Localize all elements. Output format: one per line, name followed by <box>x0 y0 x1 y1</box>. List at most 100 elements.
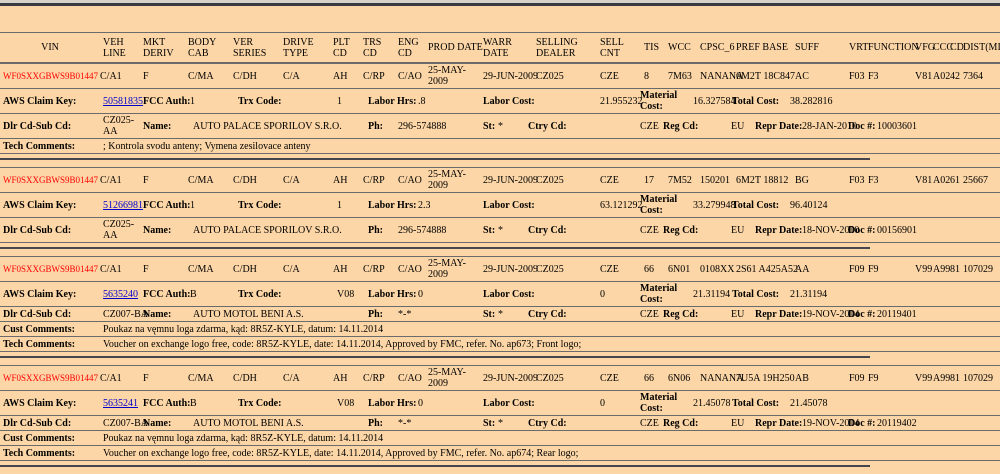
vfg-value: V99 <box>915 263 933 275</box>
cpsc-6-value: 150201 <box>700 174 730 186</box>
doc-num-label: Doc #: <box>848 120 876 132</box>
material-cost-value: 16.327584 <box>693 95 736 107</box>
reg-cd-value: EU <box>731 417 745 429</box>
total-cost-value: 21.31194 <box>790 288 828 300</box>
ph-value: 296-574888 <box>398 120 447 132</box>
reg-cd-value: EU <box>731 120 745 132</box>
repr-date-label: Repr Date: <box>755 308 803 320</box>
aws-claim-key-link[interactable]: 51266981 <box>103 199 143 211</box>
tech-comments-row: Tech Comments: Voucher on exchange logo … <box>0 337 1000 352</box>
selling-dealer-value: CZ025 <box>536 372 564 384</box>
eng-cd-value: C/AO <box>398 174 422 186</box>
claim-summary-row: AWS Claim Key: 5635240 FCC Auth: B Trx C… <box>0 282 1000 307</box>
reg-cd-value: EU <box>731 224 745 236</box>
aws-claim-key-link[interactable]: 5635241 <box>103 397 138 409</box>
doc-num-label: Doc #: <box>848 417 876 429</box>
suff-value: AC <box>795 70 809 82</box>
veh-line-value: C/A1 <box>100 70 122 82</box>
body-cab-value: C/MA <box>188 263 214 275</box>
top-strip <box>0 0 1000 3</box>
column-header-ver-series: VER SERIES <box>233 36 267 59</box>
aws-claim-key-link[interactable]: 5635240 <box>103 288 138 300</box>
ccc-value: A99 <box>933 263 951 275</box>
warr-date-value: 29-JUN-2009 <box>483 263 538 275</box>
claim-record-block-4: WF0SXXGBWS9B01447 C/A1 F C/MA C/DH C/A A… <box>0 365 1000 461</box>
doc-num-value: 20119401 <box>877 308 917 320</box>
vin-value: WF0SXXGBWS9B01447 <box>3 70 99 81</box>
pref-base-value: 6M2T 18C847 <box>736 70 795 82</box>
dlr-cd-sub-cd-value: CZ025-AA <box>103 115 135 137</box>
function-value: F9 <box>868 263 879 275</box>
reg-cd-label: Reg Cd: <box>663 308 699 320</box>
sell-cnt-value: CZE <box>600 263 619 275</box>
doc-num-value: 00156901 <box>877 224 917 236</box>
drive-type-value: C/A <box>283 263 300 275</box>
suff-value: AB <box>795 372 809 384</box>
column-header-drive-type: DRIVE TYPE <box>283 36 314 59</box>
vehicle-data-row: WF0SXXGBWS9B01447 C/A1 F C/MA C/DH C/A A… <box>0 64 1000 89</box>
aws-claim-key-link[interactable]: 50581835 <box>103 95 143 107</box>
column-header-eng-cd: ENG CD <box>398 36 419 59</box>
claim-summary-row: AWS Claim Key: 5635241 FCC Auth: B Trx C… <box>0 391 1000 416</box>
tech-comments-value: ; Kontrola svodu anteny; Vymena zesilova… <box>103 140 311 152</box>
prod-date-value: 25-MAY-2009 <box>428 65 466 87</box>
total-cost-label: Total Cost: <box>732 199 780 211</box>
mkt-deriv-value: F <box>143 70 149 82</box>
dealer-name-value: AUTO PALACE SPORILOV S.R.O. <box>193 120 342 132</box>
material-cost-label: Material Cost: <box>640 392 678 414</box>
vin-value: WF0SXXGBWS9B01447 <box>3 263 99 274</box>
column-header-dist-mi: DIST(MI <box>963 42 1000 53</box>
top-rule <box>0 3 1000 6</box>
veh-line-value: C/A1 <box>100 174 122 186</box>
drive-type-value: C/A <box>283 70 300 82</box>
fcc-auth-label: FCC Auth: <box>143 95 191 107</box>
doc-num-label: Doc #: <box>848 308 876 320</box>
trx-code-value: 1 <box>337 199 342 211</box>
tech-comments-row: Tech Comments: ; Kontrola svodu anteny; … <box>0 139 1000 154</box>
doc-num-value: 10003601 <box>877 120 917 132</box>
total-cost-value: 21.45078 <box>790 397 828 409</box>
reg-cd-label: Reg Cd: <box>663 120 699 132</box>
ctry-cd-label: Ctry Cd: <box>528 308 567 320</box>
tech-comments-row: Tech Comments: Voucher on exchange logo … <box>0 446 1000 461</box>
labor-cost-label: Labor Cost: <box>483 288 535 300</box>
wcc-value: 7M52 <box>668 174 692 186</box>
mkt-deriv-value: F <box>143 372 149 384</box>
tech-comments-value: Voucher on exchange logo free, code: 8R5… <box>103 447 579 459</box>
total-cost-value: 96.40124 <box>790 199 828 211</box>
suff-value: AA <box>795 263 810 275</box>
veh-line-value: C/A1 <box>100 372 122 384</box>
aws-claim-key-label: AWS Claim Key: <box>3 288 77 300</box>
material-cost-label: Material Cost: <box>640 194 678 216</box>
repr-date-label: Repr Date: <box>755 417 803 429</box>
name-label: Name: <box>143 417 172 429</box>
cd-value: 81 <box>950 372 960 384</box>
dealer-row: Dlr Cd-Sub Cd: CZ025-AA Name: AUTO PALAC… <box>0 218 1000 243</box>
ver-series-value: C/DH <box>233 372 257 384</box>
function-value: F3 <box>868 70 879 82</box>
labor-hrs-value: 0 <box>418 397 423 409</box>
labor-hrs-value: .8 <box>418 95 426 107</box>
cpsc-6-value: NANANA <box>700 70 744 82</box>
column-header-cd: CD <box>950 42 964 53</box>
tech-comments-label: Tech Comments: <box>3 447 76 459</box>
labor-cost-value: 63.121292 <box>600 199 643 211</box>
plt-cd-value: AH <box>333 263 348 275</box>
fcc-auth-value: 1 <box>190 199 195 211</box>
veh-line-value: C/A1 <box>100 263 122 275</box>
column-header-prod-date: PROD DATE <box>428 42 483 53</box>
tis-value: 66 <box>644 263 654 275</box>
labor-hrs-label: Labor Hrs: <box>368 199 417 211</box>
plt-cd-value: AH <box>333 70 348 82</box>
table-header-block: VIN VEH LINE MKT DERIV BODY CAB VER SERI… <box>0 32 1000 63</box>
column-header-sell-cnt: SELL CNT <box>600 36 624 59</box>
dist-value: 7364 <box>963 70 983 82</box>
st-label: St: <box>483 224 496 236</box>
dealer-row: Dlr Cd-Sub Cd: CZ007-BA Name: AUTO MOTOL… <box>0 416 1000 431</box>
eng-cd-value: C/AO <box>398 372 422 384</box>
trx-code-value: V08 <box>337 288 355 300</box>
selling-dealer-value: CZ025 <box>536 174 564 186</box>
vehicle-data-row: WF0SXXGBWS9B01447 C/A1 F C/MA C/DH C/A A… <box>0 257 1000 282</box>
column-header-vin: VIN <box>41 42 59 53</box>
doc-num-value: 20119402 <box>877 417 917 429</box>
